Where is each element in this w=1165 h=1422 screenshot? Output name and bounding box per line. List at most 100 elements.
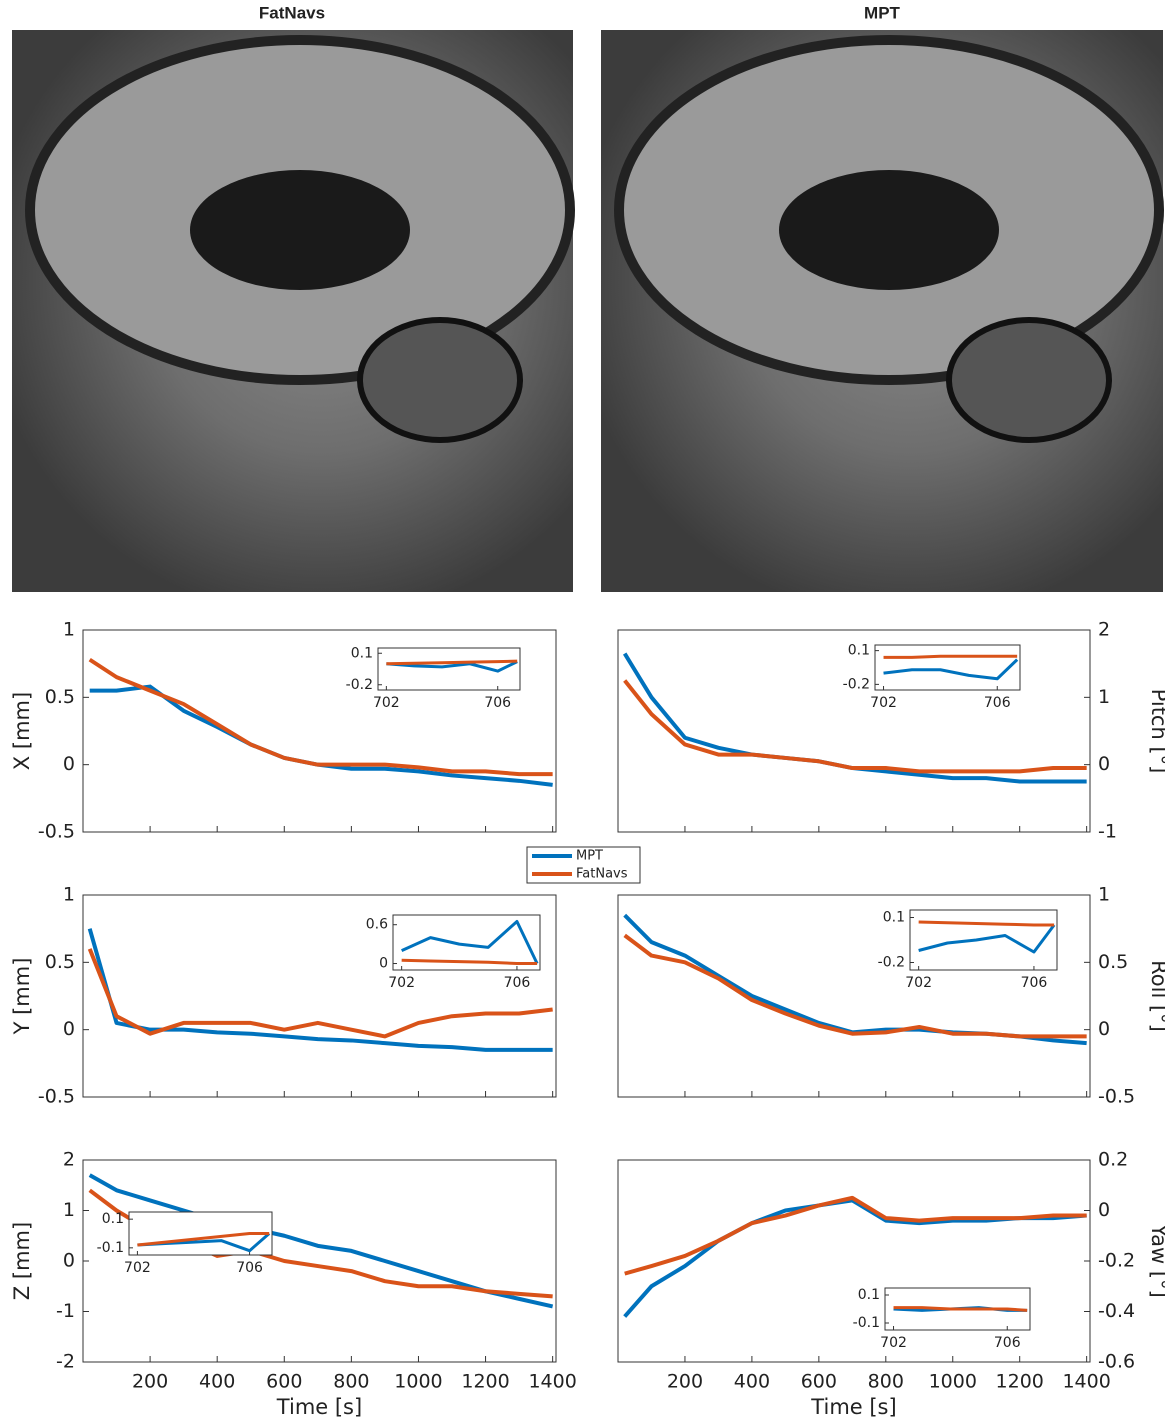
y-tick-label: 1 (63, 1199, 75, 1221)
data-line (137, 1232, 270, 1247)
legend: MPT FatNavs (526, 846, 641, 884)
x-tick-label: 800 (868, 1371, 904, 1393)
x-tick-label: 400 (734, 1371, 770, 1393)
y-tick-label: -2 (56, 1351, 75, 1373)
data-line (623, 933, 1087, 1039)
x-tick-label: 1200 (461, 1371, 509, 1393)
x-tick-label: 800 (333, 1371, 369, 1393)
x-tick-label: 200 (667, 1371, 703, 1393)
inset-y-tick-label: 0.1 (848, 643, 870, 659)
line-chart: -0.5 0 0.5 1 Y [mm] 0 0.6 702 706 (10, 884, 557, 1108)
inset: -0.2 0.1 702 706 (843, 643, 1021, 711)
y-tick-label: 0.5 (45, 686, 75, 708)
y-axis-label: Pitch [°] (1147, 689, 1165, 774)
data-line (386, 660, 518, 673)
x-tick-label: 400 (199, 1371, 235, 1393)
inset-x-tick-label: 702 (905, 975, 932, 991)
data-line (386, 659, 518, 666)
inset-y-tick-label: -0.2 (843, 676, 870, 692)
line-chart: -0.5 0 0.5 1 X [mm] -0.2 0.1 702 706 (10, 619, 557, 843)
legend-label: FatNavs (576, 867, 628, 882)
y-tick-label: 1 (1098, 686, 1110, 708)
inset-area (874, 644, 1021, 691)
y-tick-label: 0 (63, 1250, 75, 1272)
data-line (624, 1195, 1087, 1276)
image-title: FatNavs (259, 3, 325, 22)
cerebellum (357, 317, 523, 443)
inset-x-tick-label: 702 (870, 695, 897, 711)
y-tick-label: -0.5 (38, 821, 75, 843)
y-tick-label: 0 (1098, 1018, 1110, 1040)
data-line (883, 654, 1018, 659)
inset: -0.1 0.1 702 706 (853, 1287, 1031, 1351)
y-tick-label: 0.5 (1098, 951, 1128, 973)
inset-y-tick-label: -0.2 (346, 677, 373, 693)
y-tick-label: -0.2 (1098, 1250, 1135, 1272)
ventricle (190, 170, 410, 290)
inset-y-tick-label: -0.1 (853, 1315, 880, 1331)
inset-x-tick-label: 702 (373, 695, 400, 711)
y-tick-label: -1 (56, 1300, 75, 1322)
y-tick-label: 1 (1098, 884, 1110, 906)
inset-x-tick-label: 706 (484, 695, 511, 711)
y-tick-label: 0 (63, 753, 75, 775)
data-line (87, 948, 553, 1039)
inset-x-tick-label: 702 (388, 975, 415, 991)
inset-y-tick-label: -0.1 (97, 1240, 124, 1256)
inset-x-tick-label: 706 (994, 1335, 1021, 1351)
data-line (88, 657, 553, 777)
legend-box (526, 846, 641, 884)
plot-area (82, 1159, 557, 1363)
y-axis-label: Yaw [°] (1147, 1223, 1165, 1298)
data-line (883, 658, 1019, 681)
data-line (918, 924, 1056, 954)
plot-area (617, 894, 1091, 1098)
mri-panel: FatNavs (12, 3, 575, 592)
legend-label: MPT (576, 849, 603, 864)
x-tick-label: 600 (266, 1371, 302, 1393)
inset-y-tick-label: -0.2 (878, 955, 905, 971)
line-chart: -0.6 -0.4 -0.2 0 0.2 200 400 600 800 1000 1200 1400… (617, 1149, 1165, 1419)
x-tick-label: 1000 (394, 1371, 442, 1393)
data-line (401, 919, 539, 965)
y-axis-label: Z [mm] (10, 1222, 34, 1300)
inset-y-tick-label: 0.1 (102, 1211, 124, 1227)
inset-area (377, 647, 521, 691)
y-tick-label: 0 (1098, 1199, 1110, 1221)
y-tick-label: -0.5 (38, 1086, 75, 1108)
y-tick-label: -1 (1098, 821, 1117, 843)
inset-y-tick-label: 0.1 (858, 1287, 880, 1303)
line-chart: -1 0 1 2 Pitch [°] -0.2 0.1 702 706 (617, 619, 1165, 843)
y-tick-label: 2 (63, 1149, 75, 1171)
y-tick-label: -0.6 (1098, 1351, 1135, 1373)
y-tick-label: 0.5 (45, 951, 75, 973)
x-tick-label: 1400 (1062, 1371, 1110, 1393)
x-tick-label: 600 (801, 1371, 837, 1393)
image-title: MPT (864, 3, 901, 22)
inset-y-tick-label: 0.1 (883, 910, 905, 926)
inset-x-tick-label: 702 (124, 1260, 151, 1276)
x-tick-label: 200 (132, 1371, 168, 1393)
x-tick-label: 1000 (929, 1371, 977, 1393)
inset-x-tick-label: 706 (984, 695, 1011, 711)
inset: -0.1 0.1 702 706 (97, 1211, 273, 1276)
y-axis-label: Y [mm] (10, 958, 34, 1036)
line-chart: -0.5 0 0.5 1 Roll [°] -0.2 0.1 702 706 (617, 884, 1165, 1108)
y-tick-label: -0.5 (1098, 1086, 1135, 1108)
y-tick-label: 0 (63, 1018, 75, 1040)
y-tick-label: 1 (63, 884, 75, 906)
inset-x-tick-label: 706 (1021, 975, 1048, 991)
inset-y-tick-label: 0.1 (351, 645, 373, 661)
y-tick-label: 2 (1098, 619, 1110, 641)
y-axis-label: Roll [°] (1147, 960, 1165, 1032)
data-line (918, 920, 1055, 927)
inset: 0 0.6 702 706 (366, 914, 541, 991)
cerebellum (946, 317, 1112, 443)
line-chart: -2 -1 0 1 2 200 400 600 800 1000 1200 1400 Time [s] Z… (10, 1149, 577, 1420)
inset-x-tick-label: 702 (880, 1335, 907, 1351)
data-line (893, 1306, 1028, 1312)
inset: -0.2 0.1 702 706 (878, 909, 1058, 991)
x-axis-label: Time [s] (276, 1395, 362, 1419)
inset-x-tick-label: 706 (236, 1260, 263, 1276)
